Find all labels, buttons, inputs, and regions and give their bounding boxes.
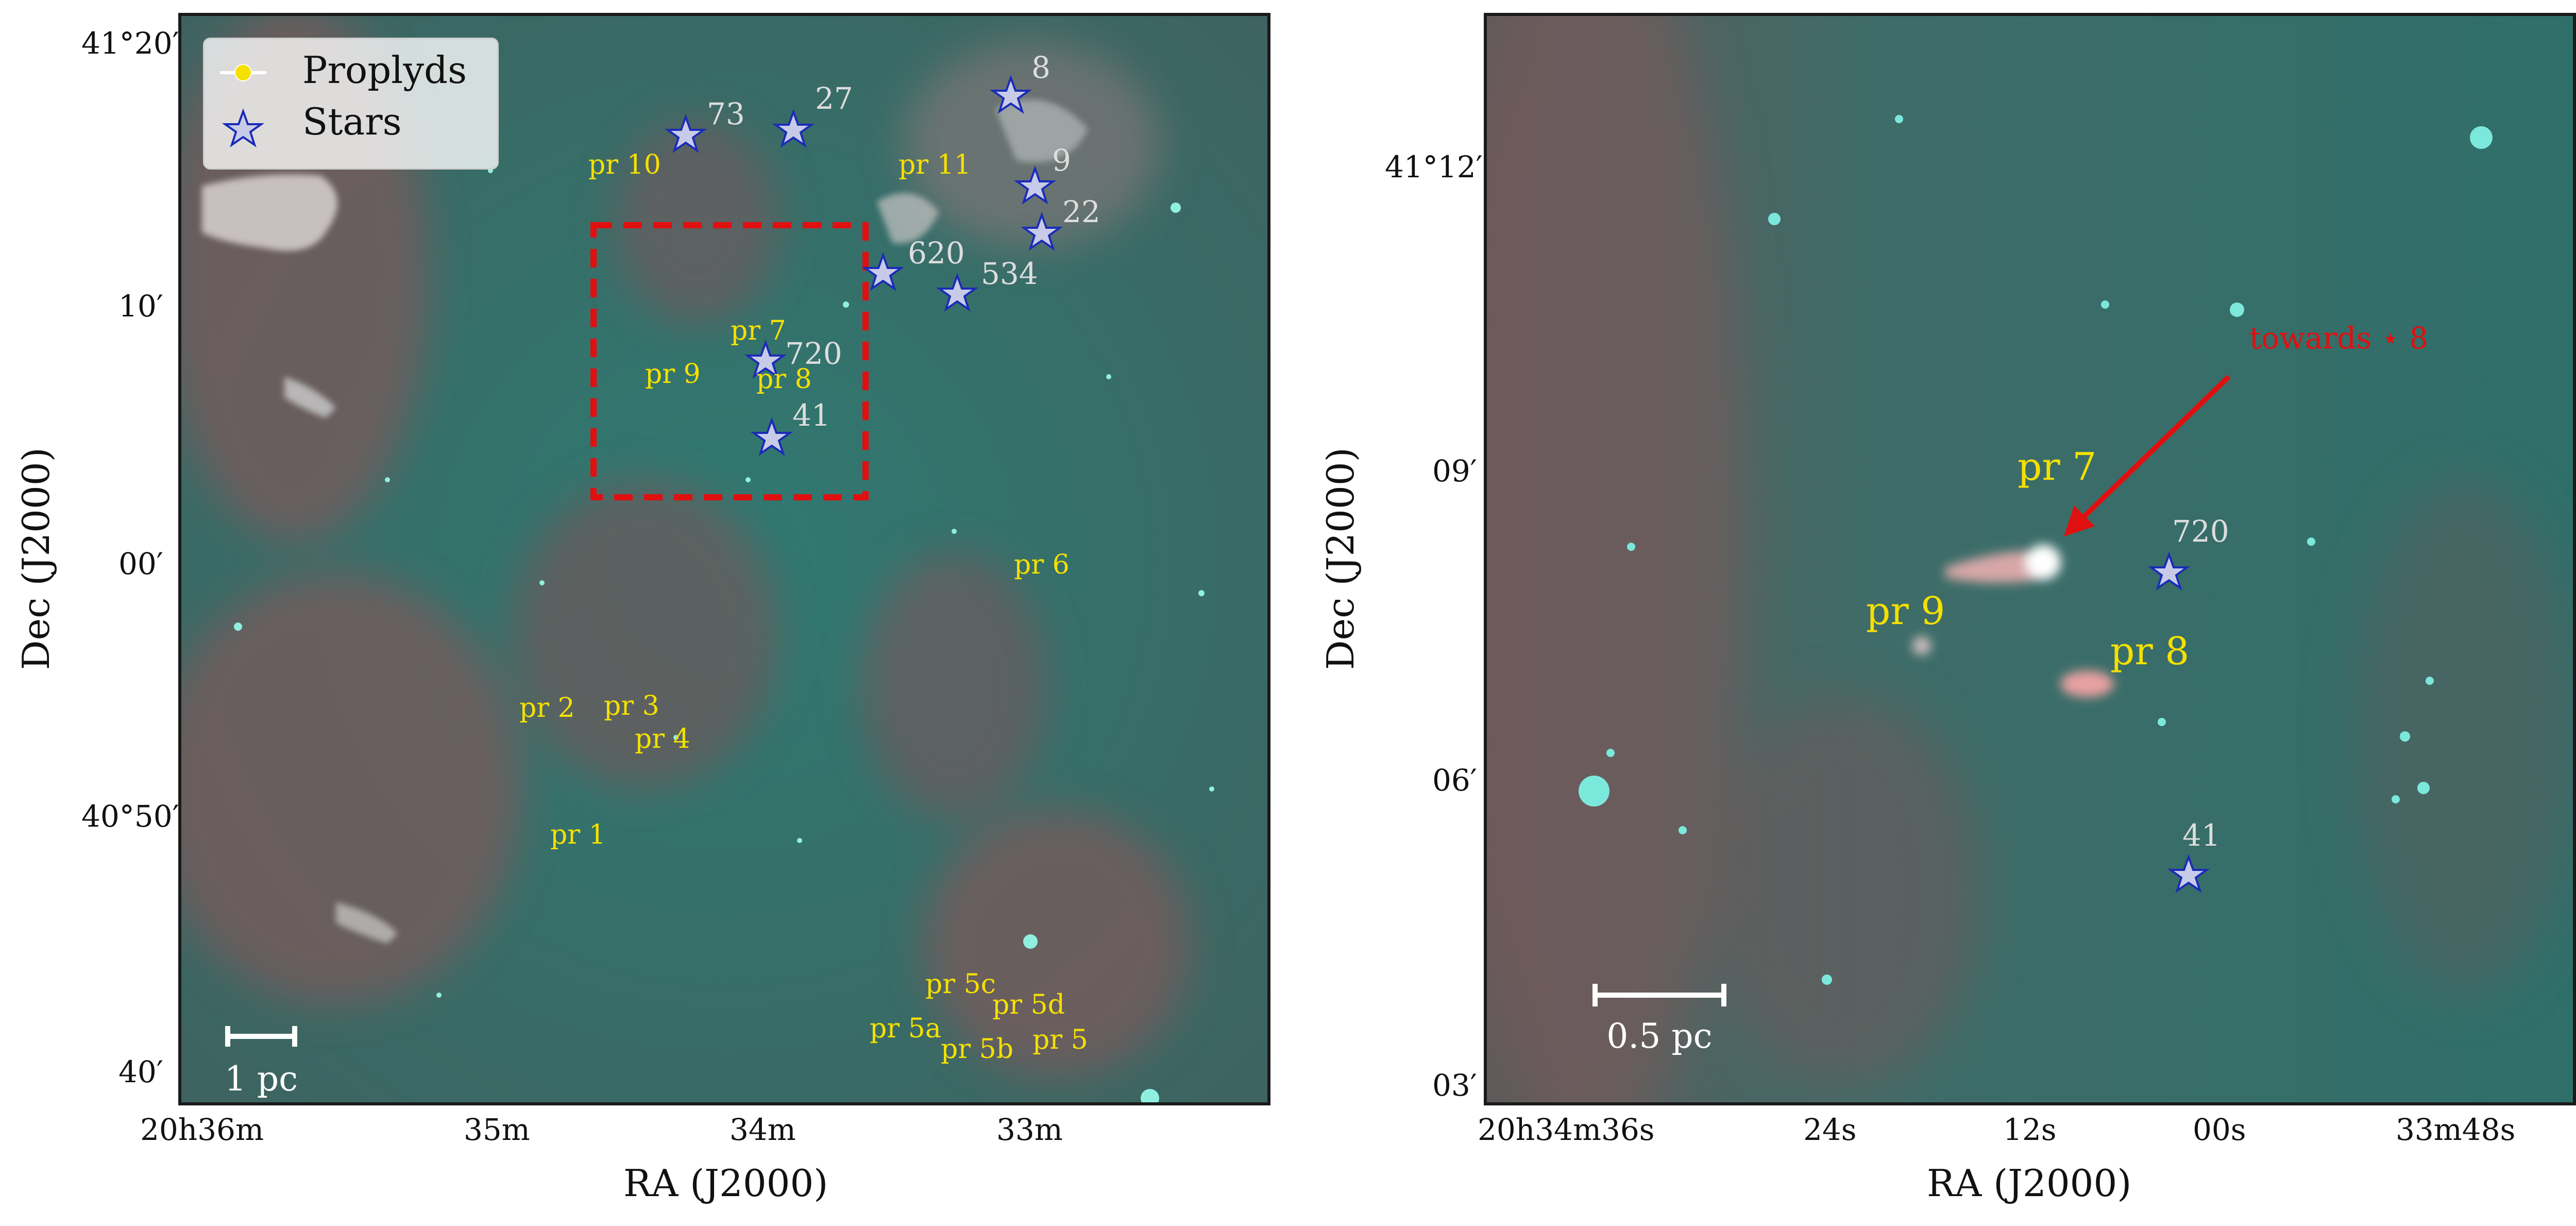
proplyd-label: pr 5c [925,969,996,1000]
proplyd-label: pr 8 [756,364,812,395]
proplyd-8-blob [2060,670,2114,697]
star-marker [861,252,905,291]
right-y-tick: 03′ [1432,1068,1477,1103]
proplyd-label: pr 3 [604,691,659,721]
star-label: 73 [707,96,745,131]
right-y-axis-label: Dec (J2000) [1319,447,1362,670]
zoom-region-box [590,222,869,500]
legend: Proplyds Stars [203,38,499,170]
proplyd-9-blob [1912,636,1931,655]
star-marker [936,273,979,312]
proplyd-legend-icon [234,64,252,81]
legend-markers [220,64,266,147]
left-x-tick: 34m [730,1112,796,1147]
left-image-panel: 8 73 27 9 22 620 534 720 41 pr 10 pr 1 1 … [178,13,1270,1105]
star-marker [750,417,793,456]
proplyd-label: pr 5d [992,989,1065,1020]
star-label: 22 [1062,194,1100,229]
right-sky-image: 720 41 pr 7 pr 9 pr 8 towards ⋆ 8 0.5 pc [1487,16,2573,1102]
left-y-tick: 00′ [118,546,163,581]
proplyd-label: pr 11 [899,149,971,180]
proplyd-label: pr 1 [550,819,606,850]
left-x-axis-label: RA (J2000) [623,1162,828,1205]
legend-proplyds-label: Proplyds [302,48,467,92]
proplyd-label: pr 5a [870,1013,941,1044]
right-scale-bar-label: 0.5 pc [1606,1016,1712,1056]
direction-arrow [2064,375,2231,536]
left-y-tick: 40′ [118,1054,163,1089]
star-label: 41 [792,398,831,433]
proplyd-label: pr 6 [1014,549,1070,580]
proplyd-label: pr 10 [588,149,661,180]
star-marker [772,109,815,148]
star-marker [989,75,1032,114]
right-x-tick: 20h34m36s [1478,1112,1655,1147]
star-label: 620 [908,236,965,271]
left-y-axis-label: Dec (J2000) [14,447,58,670]
star-legend-icon [222,108,265,147]
left-y-tick: 40°50′ [81,799,179,834]
arrow-label: towards ⋆ 8 [2249,321,2428,356]
star-label: 720 [2172,514,2229,549]
proplyd-label: pr 9 [1866,589,1945,633]
star-marker [2147,551,2191,591]
proplyd-7-core [2026,545,2061,580]
legend-stars-label: Stars [302,100,402,143]
star-label: 41 [2182,818,2221,853]
right-image-panel: 720 41 pr 7 pr 9 pr 8 towards ⋆ 8 0.5 pc [1484,13,2576,1105]
proplyd-label: pr 7 [731,315,786,346]
proplyd-label: pr 4 [635,724,690,754]
star-label: 27 [815,81,853,116]
star-label: 9 [1052,143,1071,178]
left-x-tick: 20h36m [140,1112,264,1147]
proplyd-label: pr 9 [645,359,701,390]
star-marker [1013,165,1057,205]
right-x-axis-label: RA (J2000) [1927,1162,2132,1205]
right-scale-bar [1592,984,1726,1006]
left-y-tick: 41°20′ [81,26,179,61]
left-x-tick: 35m [464,1112,530,1147]
right-x-tick: 33m48s [2396,1112,2516,1147]
star-label: 720 [785,336,842,371]
proplyd-label: pr 5 [1032,1025,1088,1055]
proplyd-label: pr 8 [2110,629,2189,674]
star-marker [664,114,707,153]
proplyd-label: pr 5b [941,1034,1013,1065]
right-y-tick: 09′ [1432,454,1477,489]
star-label: 8 [1031,50,1050,85]
right-y-tick: 41°12′ [1385,149,1483,184]
proplyd-label: pr 7 [2018,445,2096,489]
left-scale-bar-label: 1 pc [225,1059,298,1099]
proplyd-label: pr 2 [519,693,575,724]
star-marker [1020,212,1063,251]
right-x-tick: 12s [2003,1112,2057,1147]
left-sky-image: 8 73 27 9 22 620 534 720 41 pr 10 pr 1 1 … [181,16,1267,1102]
star-marker [744,340,787,379]
star-marker [2167,854,2210,893]
right-x-tick: 00s [2193,1112,2246,1147]
left-y-tick: 10′ [118,289,163,324]
right-x-tick: 24s [1803,1112,1857,1147]
left-x-tick: 33m [996,1112,1063,1147]
left-scale-bar [225,1026,297,1047]
right-y-tick: 06′ [1432,763,1477,798]
star-label: 534 [981,256,1038,291]
